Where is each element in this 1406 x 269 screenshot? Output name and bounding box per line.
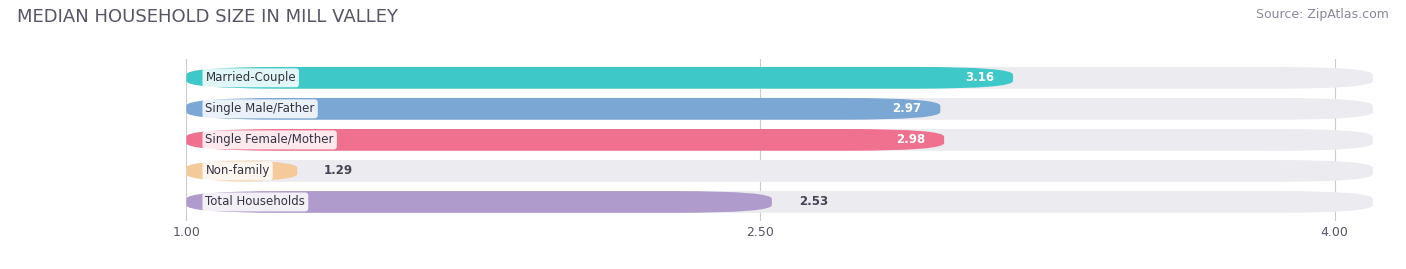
Text: Non-family: Non-family <box>205 164 270 178</box>
Text: Source: ZipAtlas.com: Source: ZipAtlas.com <box>1256 8 1389 21</box>
FancyBboxPatch shape <box>186 160 297 182</box>
Text: 1.29: 1.29 <box>323 164 353 178</box>
FancyBboxPatch shape <box>186 129 945 151</box>
FancyBboxPatch shape <box>186 191 772 213</box>
Text: 2.98: 2.98 <box>896 133 925 146</box>
Text: 3.16: 3.16 <box>965 71 994 84</box>
Text: 2.97: 2.97 <box>891 102 921 115</box>
Text: Single Male/Father: Single Male/Father <box>205 102 315 115</box>
Text: Total Households: Total Households <box>205 196 305 208</box>
Text: 2.53: 2.53 <box>799 196 828 208</box>
FancyBboxPatch shape <box>186 67 1372 89</box>
FancyBboxPatch shape <box>186 67 1012 89</box>
Text: MEDIAN HOUSEHOLD SIZE IN MILL VALLEY: MEDIAN HOUSEHOLD SIZE IN MILL VALLEY <box>17 8 398 26</box>
FancyBboxPatch shape <box>186 160 1372 182</box>
Text: Married-Couple: Married-Couple <box>205 71 297 84</box>
FancyBboxPatch shape <box>186 98 1372 120</box>
FancyBboxPatch shape <box>186 129 1372 151</box>
FancyBboxPatch shape <box>186 98 941 120</box>
Text: Single Female/Mother: Single Female/Mother <box>205 133 335 146</box>
FancyBboxPatch shape <box>186 191 1372 213</box>
